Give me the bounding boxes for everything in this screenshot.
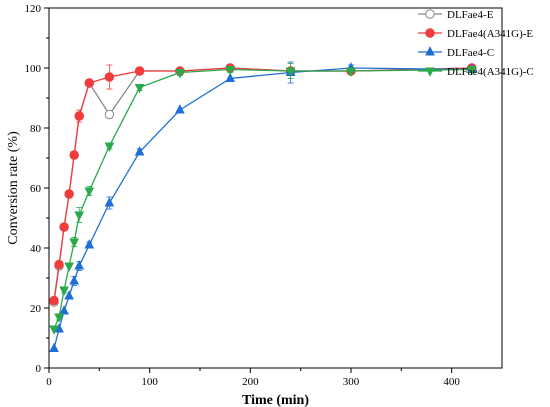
- data-point: [59, 305, 69, 315]
- data-point: [54, 313, 64, 323]
- data-point: [64, 290, 74, 300]
- data-point: [104, 197, 115, 207]
- y-tick-label: 60: [30, 183, 42, 195]
- legend-item-3: DLFae4(A341G)-C: [418, 66, 534, 78]
- data-point: [49, 325, 59, 335]
- x-tick-label: 0: [46, 376, 52, 388]
- data-point: [346, 67, 356, 77]
- data-point: [466, 65, 477, 76]
- legend-item-0: DLFae4-E: [418, 9, 494, 21]
- series-line: [53, 68, 472, 330]
- legend-item-1: DLFae4(A341G)-E: [418, 28, 533, 40]
- data-point: [69, 150, 79, 160]
- series-line: [53, 67, 472, 303]
- data-point: [69, 275, 80, 285]
- data-point: [104, 72, 115, 82]
- y-tick-label: 40: [30, 243, 42, 255]
- x-axis-label: Time (min): [242, 393, 309, 407]
- legend-marker: [425, 46, 435, 56]
- x-tick-label: 300: [343, 376, 360, 388]
- data-point: [84, 187, 95, 197]
- legend-marker: [425, 28, 435, 38]
- y-tick-label: 100: [25, 63, 42, 75]
- data-point: [104, 142, 115, 152]
- data-point: [134, 83, 145, 94]
- legend-marker: [425, 67, 435, 77]
- x-tick-label: 100: [141, 376, 158, 388]
- data-point: [64, 189, 74, 199]
- series-line: [53, 67, 472, 349]
- data-point: [84, 78, 94, 88]
- legend-label: DLFae4(A341G)-E: [447, 28, 533, 40]
- data-point: [59, 286, 69, 296]
- legend-marker: [425, 9, 435, 19]
- plot-frame: [48, 7, 503, 369]
- plot-area: [49, 61, 477, 353]
- data-point: [134, 146, 145, 156]
- y-tick-label: 120: [25, 3, 42, 15]
- data-point: [225, 72, 236, 83]
- data-point: [74, 260, 85, 270]
- data-point: [175, 104, 185, 114]
- series-1: [49, 63, 477, 306]
- y-tick-label: 20: [30, 303, 42, 315]
- axes: 0 100 200 300 400 0 20 40 60 80 100 120: [25, 3, 503, 388]
- y-tick-label: 80: [30, 123, 42, 135]
- legend-label: DLFae4(A341G)-C: [447, 66, 534, 78]
- data-point: [54, 259, 64, 270]
- data-point: [84, 239, 95, 249]
- data-point: [69, 238, 80, 248]
- data-point: [134, 66, 145, 76]
- data-point: [59, 222, 69, 232]
- legend: DLFae4-E DLFae4(A341G)-E DLFae4-C DLFae4(A3…: [418, 9, 534, 78]
- data-point: [49, 295, 59, 306]
- x-tick-label: 400: [443, 376, 460, 388]
- y-tick-label: 0: [36, 363, 42, 375]
- data-point: [104, 109, 115, 120]
- data-point: [225, 65, 236, 76]
- data-point: [74, 111, 84, 121]
- legend-label: DLFae4-E: [447, 9, 494, 21]
- data-point: [74, 211, 85, 221]
- series-2: [49, 61, 477, 353]
- series-0: [49, 63, 477, 307]
- x-tick-label: 200: [242, 376, 259, 388]
- data-point: [285, 67, 296, 77]
- data-point: [175, 68, 185, 79]
- series-3: [49, 63, 477, 335]
- legend-label: DLFae4-C: [447, 47, 494, 59]
- data-point: [64, 262, 74, 272]
- y-axis-label: Conversion rate (%): [6, 131, 21, 245]
- data-point: [49, 342, 59, 353]
- legend-item-2: DLFae4-C: [418, 46, 494, 59]
